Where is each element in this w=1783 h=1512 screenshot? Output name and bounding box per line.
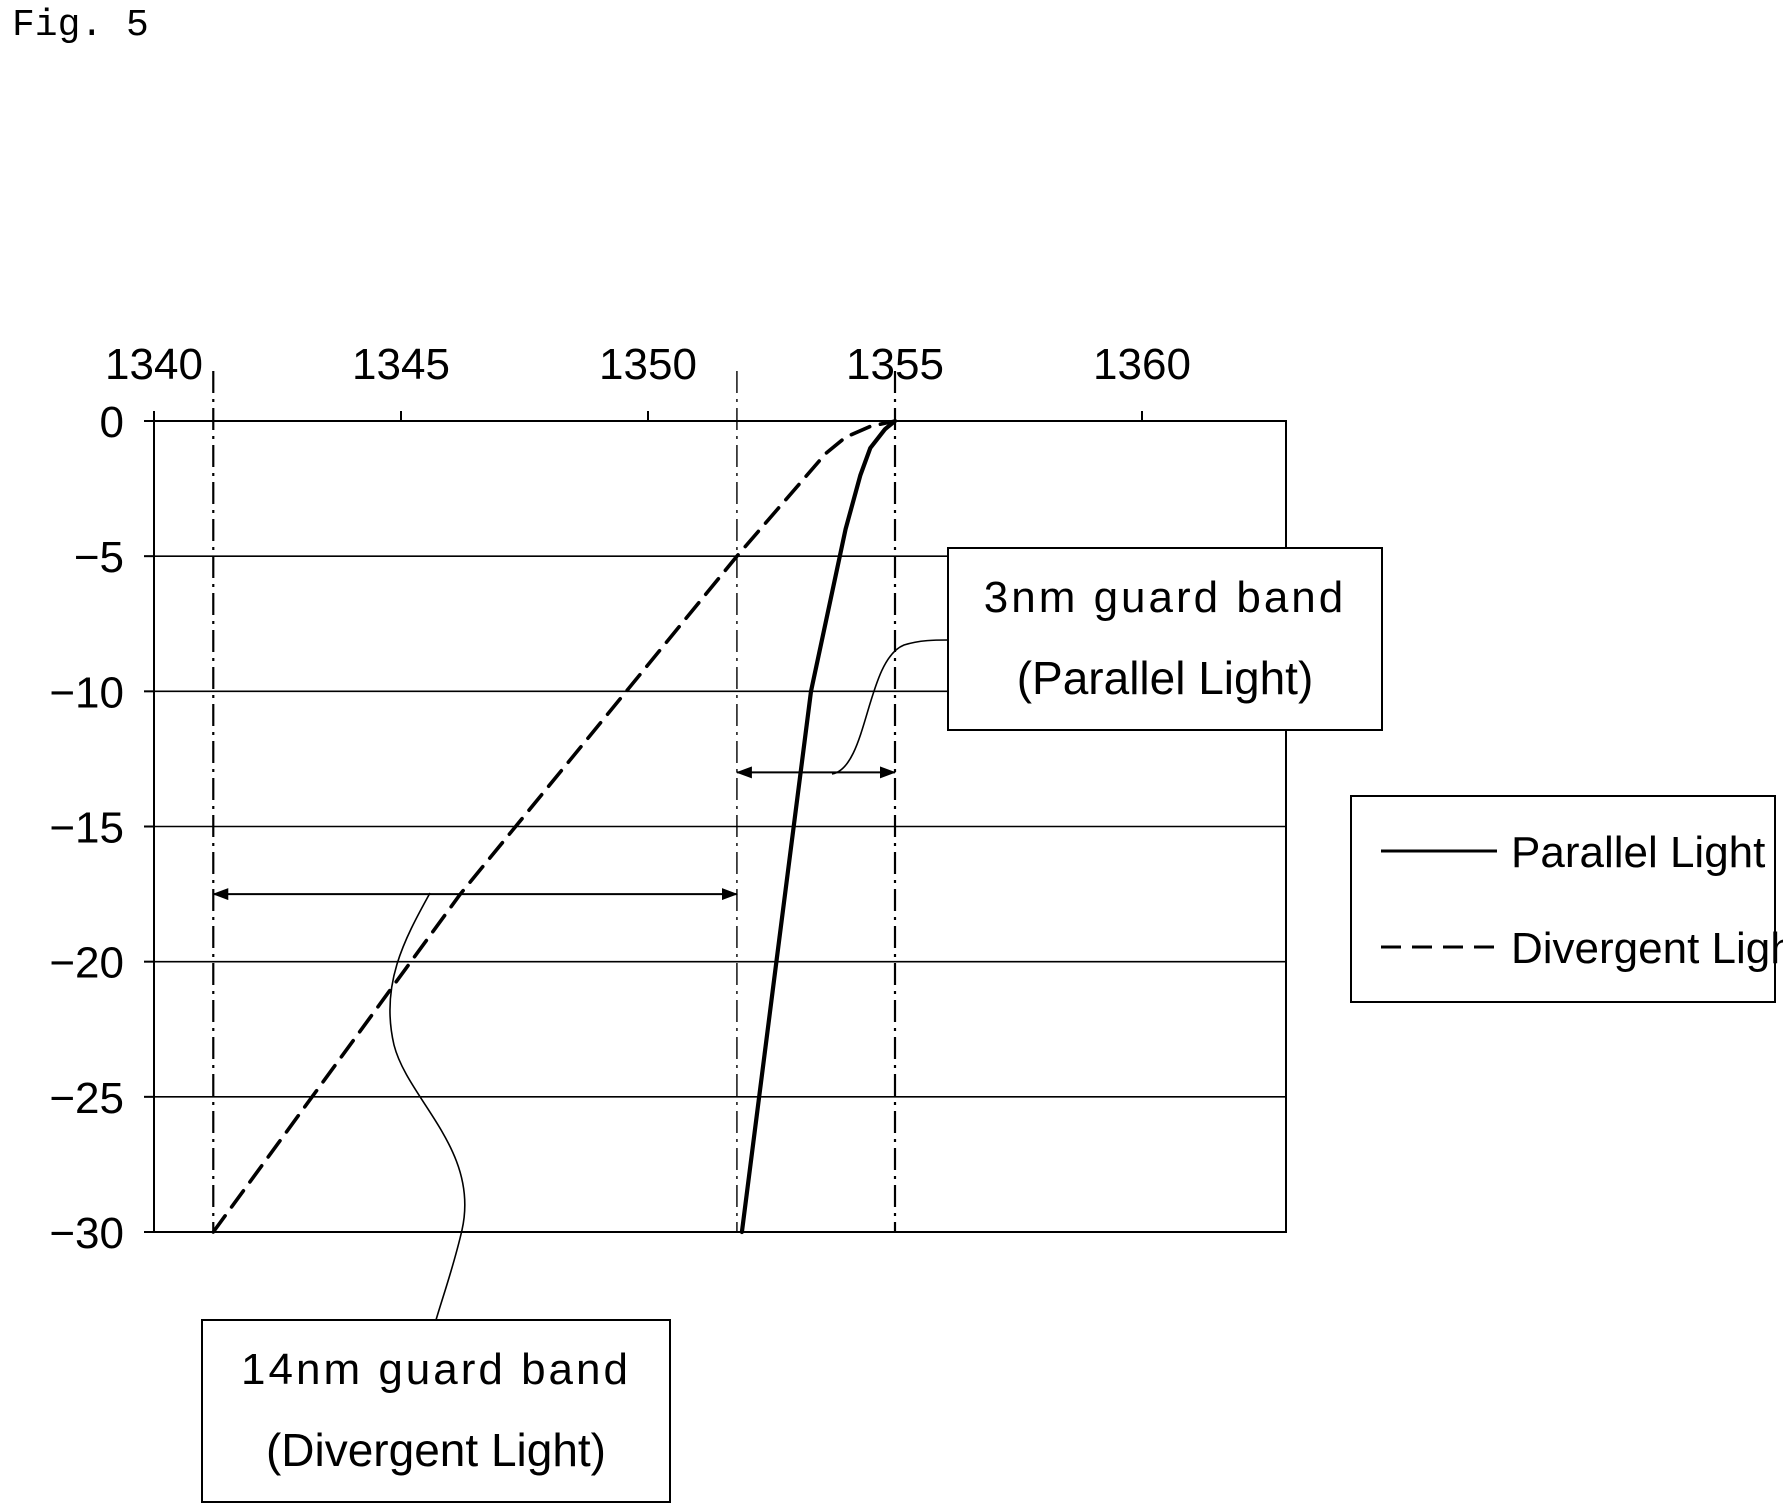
x-tick-label: 1340 [105,340,203,389]
annotation-subtitle: (Parallel Light) [1017,652,1314,704]
y-tick-label: −10 [49,668,124,717]
y-tick-label: −30 [49,1209,124,1258]
x-tick-label: 1360 [1093,340,1191,389]
annotation-title: 3nm guard band [984,573,1346,622]
x-tick-label: 1345 [352,340,450,389]
y-tick-label: −15 [49,804,124,853]
y-tick-label: 0 [100,398,124,447]
annotation-leader [390,893,465,1320]
legend-label: Parallel Light [1511,828,1765,877]
y-tick-label: −20 [49,939,124,988]
annotation-leader [832,640,948,774]
x-tick-label: 1350 [599,340,697,389]
legend-label: Divergent Light [1511,924,1783,973]
y-tick-label: −5 [74,533,124,582]
y-tick-label: −25 [49,1074,124,1123]
annotation-subtitle: (Divergent Light) [266,1424,606,1476]
annotation-title: 14nm guard band [241,1345,631,1394]
